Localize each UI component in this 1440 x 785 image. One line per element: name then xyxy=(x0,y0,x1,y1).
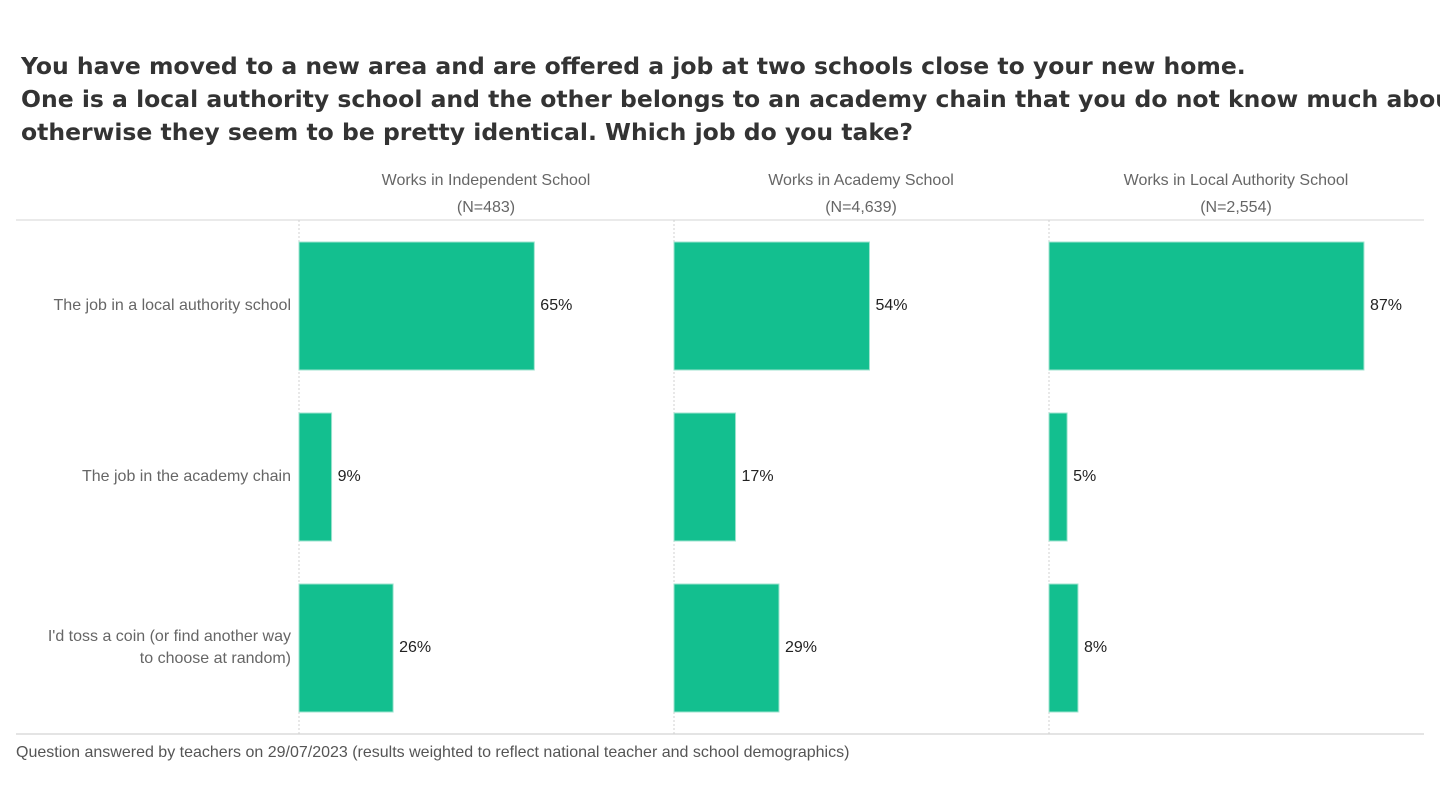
panel-n-label: (N=4,639) xyxy=(825,199,897,216)
category-label: to choose at random) xyxy=(140,650,291,667)
panel-n-label: (N=2,554) xyxy=(1200,199,1272,216)
bar xyxy=(298,412,333,542)
title-line-2: One is a local authority school and the … xyxy=(21,85,1440,113)
panel-title: Works in Independent School xyxy=(382,172,591,189)
bar xyxy=(673,583,780,713)
bar xyxy=(673,241,870,371)
category-label: I'd toss a coin (or find another way xyxy=(48,628,291,645)
category-label: The job in the academy chain xyxy=(82,468,291,485)
category-label: The job in a local authority school xyxy=(54,297,291,314)
panel-n-label: (N=483) xyxy=(457,199,515,216)
data-label: 26% xyxy=(399,639,431,656)
data-label: 65% xyxy=(540,297,572,314)
title-line-1: You have moved to a new area and are off… xyxy=(21,52,1246,80)
data-label: 5% xyxy=(1073,468,1096,485)
data-label: 87% xyxy=(1370,297,1402,314)
panel-title: Works in Academy School xyxy=(768,172,954,189)
bar xyxy=(1048,241,1365,371)
bar xyxy=(1048,583,1079,713)
panel-title: Works in Local Authority School xyxy=(1124,172,1349,189)
bar xyxy=(298,241,535,371)
bar xyxy=(1048,412,1068,542)
data-label: 17% xyxy=(742,468,774,485)
title-line-3: otherwise they seem to be pretty identic… xyxy=(21,118,913,146)
chart-title: You have moved to a new area and are off… xyxy=(21,50,1440,149)
bar xyxy=(673,412,737,542)
data-label: 9% xyxy=(338,468,361,485)
data-label: 29% xyxy=(785,639,817,656)
data-label: 8% xyxy=(1084,639,1107,656)
data-label: 54% xyxy=(875,297,907,314)
bar xyxy=(298,583,394,713)
footer-note: Question answered by teachers on 29/07/2… xyxy=(16,744,850,761)
